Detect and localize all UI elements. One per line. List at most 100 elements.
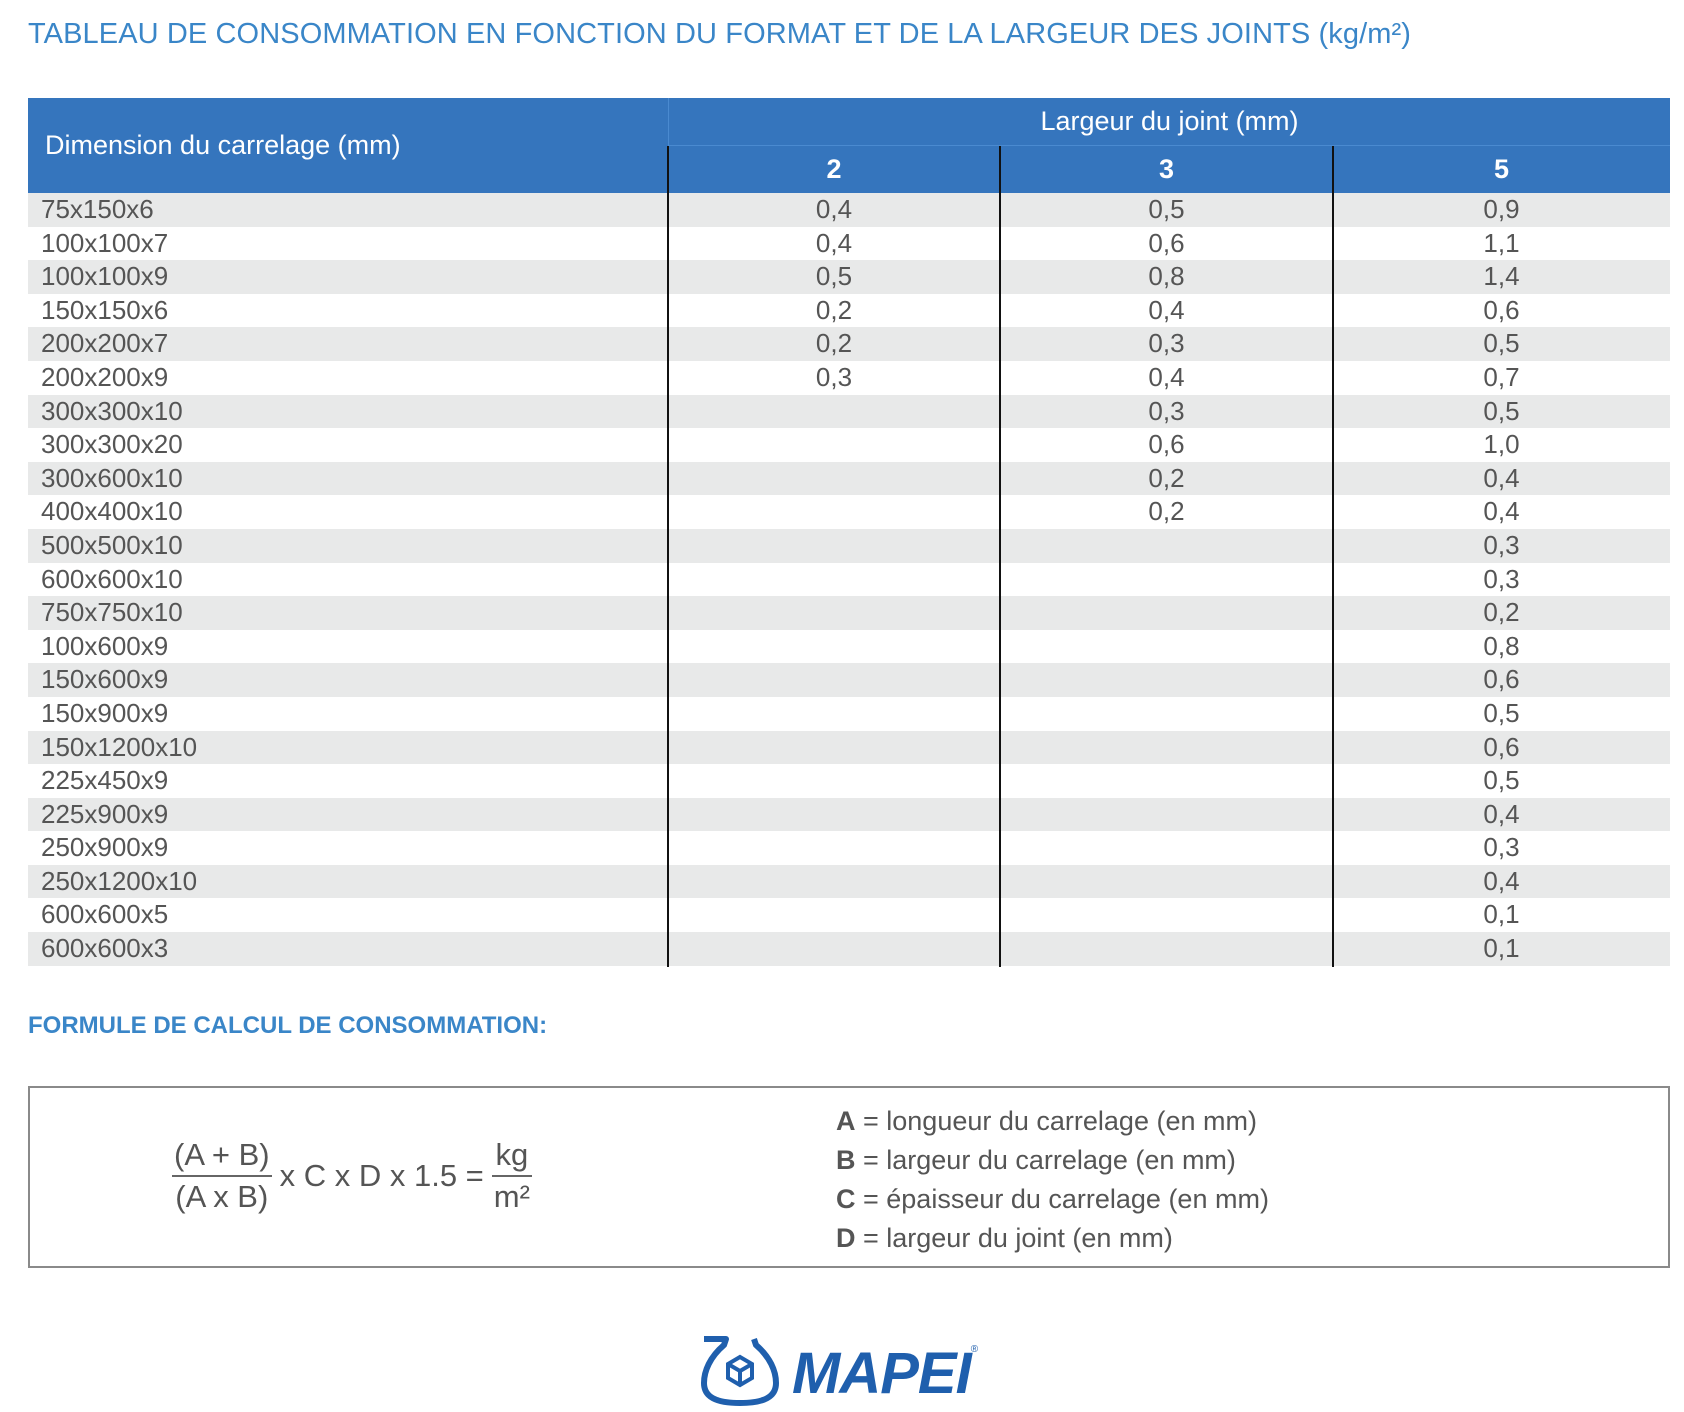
table-row: 100x100x9 0,5 0,8 1,4 (28, 260, 1670, 294)
tile-dimension: 750x750x10 (41, 597, 183, 628)
legend-item-c: C = épaisseur du carrelage (en mm) (836, 1184, 1269, 1214)
table-row: 600x600x10 0,3 (28, 562, 1670, 597)
result-denominator: m² (493, 1179, 530, 1214)
joint-width-group-header: Largeur du joint (mm) (668, 98, 1670, 145)
value-3mm: 0,3 (1148, 328, 1185, 359)
tile-dimension: 300x300x20 (41, 429, 183, 460)
value-5mm: 0,4 (1483, 496, 1520, 527)
value-5mm: 1,4 (1483, 261, 1520, 292)
legend-item-b: B = largeur du carrelage (en mm) (836, 1145, 1236, 1175)
formula-numerator: (A + B) (174, 1137, 270, 1172)
value-2mm: 0,4 (815, 227, 853, 258)
column-divider (1332, 146, 1334, 967)
tile-dimension: 150x900x9 (41, 697, 169, 728)
value-5mm: 0,4 (1483, 462, 1520, 493)
fraction-bar (491, 1175, 532, 1177)
legend-item-d: D = largeur du joint (en mm) (836, 1223, 1173, 1253)
tile-dimension: 150x150x6 (41, 294, 169, 325)
table-row: 750x750x10 0,2 (28, 596, 1670, 630)
value-3mm: 0,2 (1148, 496, 1185, 527)
value-3mm: 0,6 (1148, 429, 1185, 460)
tile-dimension: 225x450x9 (41, 765, 169, 796)
consumption-formula: (A + B) (A x B) x C x D x 1.5 = kg m² (172, 1126, 532, 1226)
table-row: 400x400x10 0,2 0,4 (28, 495, 1670, 529)
value-5mm: 0,9 (1483, 194, 1520, 224)
value-2mm: 0,5 (815, 261, 853, 292)
tile-dimension: 100x100x9 (41, 261, 169, 292)
tile-dimension: 250x900x9 (41, 832, 169, 863)
tile-dimension: 100x100x7 (41, 227, 169, 258)
mapei-flask-icon (700, 1335, 780, 1412)
value-5mm: 0,2 (1483, 597, 1520, 628)
formula-legend: A = longueur du carrelage (en mm) B = la… (836, 1102, 1269, 1258)
table-row: 100x100x7 0,4 0,6 1,1 (28, 226, 1670, 261)
value-2mm: 0,2 (815, 328, 853, 359)
tile-dimension: 75x150x6 (41, 194, 154, 224)
tile-dimension: 600x600x3 (41, 933, 169, 964)
value-2mm: 0,2 (815, 294, 853, 325)
formula-result-unit: kg m² (491, 1137, 532, 1215)
fraction-bar (172, 1175, 272, 1177)
value-5mm: 0,3 (1483, 832, 1520, 863)
logo-wordmark: MAPEI (792, 1340, 972, 1406)
formula-multipliers: x C x D x 1.5 = (279, 1158, 484, 1193)
registered-mark: ® (970, 1344, 979, 1355)
formula-box: (A + B) (A x B) x C x D x 1.5 = kg m² A … (28, 1086, 1670, 1268)
table-row: 75x150x6 0,4 0,5 0,9 (28, 193, 1670, 227)
tile-dimension: 250x1200x10 (41, 865, 198, 896)
formula-fraction: (A + B) (A x B) (172, 1137, 272, 1215)
table-row: 300x300x10 0,3 0,5 (28, 394, 1670, 429)
value-5mm: 0,6 (1483, 664, 1520, 695)
tile-dimension: 225x900x9 (41, 798, 169, 829)
value-5mm: 0,6 (1483, 294, 1520, 325)
value-5mm: 0,1 (1483, 933, 1520, 964)
page-title: TABLEAU DE CONSOMMATION EN FONCTION DU F… (28, 18, 1412, 50)
table-row: 225x900x9 0,4 (28, 797, 1670, 832)
value-3mm: 0,5 (1148, 194, 1185, 224)
tile-dimension: 200x200x9 (41, 361, 169, 392)
tile-dimension: 500x500x10 (41, 529, 183, 560)
table-row: 225x450x9 0,5 (28, 764, 1670, 798)
value-2mm: 0,4 (815, 194, 853, 224)
tile-dimension: 300x600x10 (41, 462, 183, 493)
consumption-table: Dimension du carrelage (mm) Largeur du j… (28, 98, 1670, 967)
value-3mm: 0,4 (1148, 361, 1185, 392)
column-header-5mm: 5 (1493, 154, 1510, 184)
table-row: 150x900x9 0,5 (28, 696, 1670, 731)
table-row: 300x600x10 0,2 0,4 (28, 461, 1670, 496)
table-row: 200x200x7 0,2 0,3 0,5 (28, 327, 1670, 361)
header-separator (668, 145, 1670, 146)
value-5mm: 0,4 (1483, 798, 1520, 829)
value-5mm: 0,6 (1483, 731, 1520, 762)
value-5mm: 0,3 (1483, 563, 1520, 594)
table-row: 250x900x9 0,3 (28, 831, 1670, 865)
tile-dimension: 100x600x9 (41, 630, 169, 661)
table-row: 200x200x9 0,3 0,4 0,7 (28, 360, 1670, 395)
column-header-2mm: 2 (826, 154, 842, 184)
value-5mm: 0,1 (1483, 899, 1520, 930)
result-numerator: kg (495, 1137, 529, 1172)
value-5mm: 0,5 (1483, 328, 1520, 359)
column-header-3mm: 3 (1158, 154, 1175, 184)
value-3mm: 0,3 (1148, 395, 1185, 426)
legend-item-a: A = longueur du carrelage (en mm) (836, 1106, 1257, 1136)
tile-dimension: 150x600x9 (41, 664, 169, 695)
formula-section-title: FORMULE DE CALCUL DE CONSOMMATION: (28, 1012, 548, 1039)
value-5mm: 0,5 (1483, 395, 1520, 426)
value-3mm: 0,8 (1148, 261, 1185, 292)
tile-dimension: 200x200x7 (41, 328, 169, 359)
value-2mm: 0,3 (815, 361, 853, 392)
tile-dimension: 600x600x5 (41, 899, 169, 930)
table-row: 600x600x3 0,1 (28, 932, 1670, 966)
value-3mm: 0,4 (1148, 294, 1185, 325)
table-row: 300x300x20 0,6 1,0 (28, 428, 1670, 462)
value-5mm: 0,5 (1483, 765, 1520, 796)
table-row: 150x1200x10 0,6 (28, 730, 1670, 765)
table-body: 75x150x6 0,4 0,5 0,9 100x100x7 0,4 0,6 1,1 100x1… (28, 193, 1670, 966)
value-3mm: 0,6 (1148, 227, 1185, 258)
mapei-logo: MAPEI ® (700, 1335, 1000, 1408)
tile-dimension: 150x1200x10 (41, 731, 198, 762)
table-row: 600x600x5 0,1 (28, 898, 1670, 933)
formula-denominator: (A x B) (175, 1179, 269, 1214)
dimension-column-header: Dimension du carrelage (mm) (45, 130, 401, 160)
